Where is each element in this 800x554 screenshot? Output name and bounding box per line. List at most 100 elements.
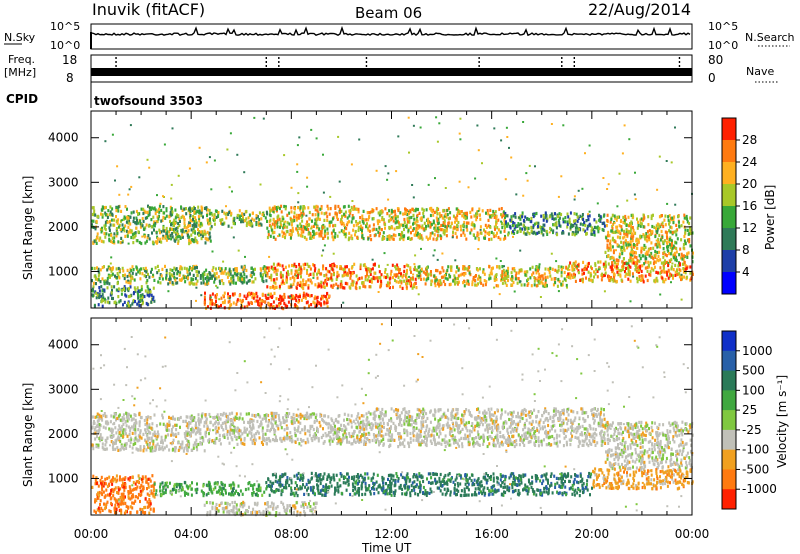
scatter-cell	[175, 281, 178, 285]
scatter-cell	[310, 294, 313, 298]
scatter-cell	[134, 299, 136, 304]
scatter-cell	[544, 267, 547, 271]
scatter-cell	[195, 270, 198, 274]
scatter-cell	[606, 239, 609, 243]
scatter-cell	[146, 423, 149, 427]
scatter-cell	[177, 239, 180, 243]
scatter-cell	[340, 209, 343, 213]
scatter-cell	[318, 302, 321, 306]
scatter-cell	[438, 122, 441, 125]
scatter-cell	[152, 207, 155, 211]
scatter-cell	[317, 439, 320, 443]
scatter-cell	[527, 282, 530, 286]
scatter-cell	[436, 219, 439, 223]
scatter-cell	[291, 226, 294, 230]
scatter-cell	[296, 305, 299, 309]
scatter-cell	[297, 206, 300, 210]
scatter-cell	[617, 273, 620, 277]
scatter-cell	[314, 295, 317, 298]
scatter-cell	[129, 429, 132, 433]
scatter-cell	[356, 439, 359, 443]
scatter-cell	[667, 245, 669, 249]
scatter-cell	[192, 282, 195, 286]
scatter-cell	[561, 283, 564, 287]
scatter-cell	[546, 284, 548, 288]
scatter-cell	[678, 272, 681, 276]
scatter-cell	[654, 243, 657, 247]
scatter-cell	[342, 230, 344, 234]
scatter-cell	[369, 234, 372, 238]
scatter-cell	[555, 226, 558, 230]
scatter-cell	[190, 228, 193, 232]
scatter-cell	[149, 290, 152, 294]
scatter-cell	[279, 421, 282, 425]
scatter-cell	[277, 235, 280, 238]
scatter-cell	[621, 252, 624, 256]
scatter-cell	[593, 218, 596, 222]
scatter-cell	[200, 237, 203, 241]
scatter-cell	[318, 232, 321, 236]
scatter-cell	[389, 218, 392, 222]
scatter-cell	[446, 277, 449, 281]
scatter-cell	[512, 280, 515, 285]
scatter-cell	[315, 302, 318, 307]
scatter-cell	[273, 278, 276, 282]
scatter-cell	[363, 431, 366, 435]
scatter-cell	[518, 216, 520, 219]
scatter-cell	[241, 275, 243, 279]
scatter-cell	[286, 433, 289, 437]
scatter-cell	[94, 431, 97, 435]
scatter-cell	[432, 237, 435, 241]
scatter-cell	[555, 224, 558, 228]
scatter-cell	[268, 268, 271, 272]
scatter-cell	[582, 223, 585, 227]
scatter-cell	[98, 423, 101, 427]
scatter-cell	[168, 214, 171, 218]
scatter-cell	[115, 267, 118, 271]
scatter-cell	[493, 278, 496, 282]
scatter-cell	[302, 205, 305, 209]
scatter-cell	[686, 252, 689, 256]
scatter-cell	[391, 226, 394, 230]
scatter-cell	[649, 270, 652, 274]
scatter-cell	[310, 281, 313, 285]
scatter-cell	[212, 274, 215, 278]
scatter-cell	[607, 254, 610, 258]
scatter-cell	[585, 232, 588, 236]
scatter-cell	[142, 267, 145, 271]
scatter-cell	[290, 206, 293, 210]
scatter-cell	[506, 214, 509, 218]
scatter-cell	[514, 212, 517, 216]
scatter-cell	[248, 431, 251, 435]
scatter-cell	[634, 243, 637, 248]
scatter-cell	[237, 213, 240, 218]
scatter-cell	[296, 275, 299, 279]
scatter-cell	[278, 297, 280, 302]
scatter-cell	[117, 428, 120, 432]
scatter-cell	[666, 270, 669, 274]
scatter-cell	[114, 412, 117, 416]
scatter-cell	[139, 225, 142, 229]
scatter-cell	[219, 267, 221, 271]
scatter-cell	[150, 300, 153, 304]
scatter-cell	[168, 280, 171, 285]
scatter-cell	[654, 234, 657, 239]
scatter-cell	[358, 138, 361, 141]
scatter-cell	[92, 289, 95, 293]
scatter-cell	[145, 275, 148, 279]
scatter-cell	[329, 207, 332, 211]
scatter-cell	[346, 440, 348, 444]
scatter-cell	[125, 442, 128, 446]
scatter-cell	[103, 224, 106, 228]
scatter-cell	[462, 281, 465, 285]
scatter-cell	[210, 225, 213, 229]
scatter-cell	[281, 295, 284, 299]
scatter-cell	[490, 272, 493, 276]
scatter-cell	[279, 423, 282, 427]
scatter-cell	[300, 224, 303, 228]
scatter-cell	[621, 249, 624, 253]
scatter-cell	[378, 226, 381, 230]
scatter-cell	[195, 221, 198, 225]
scatter-cell	[315, 413, 318, 417]
scatter-cell	[204, 291, 206, 295]
